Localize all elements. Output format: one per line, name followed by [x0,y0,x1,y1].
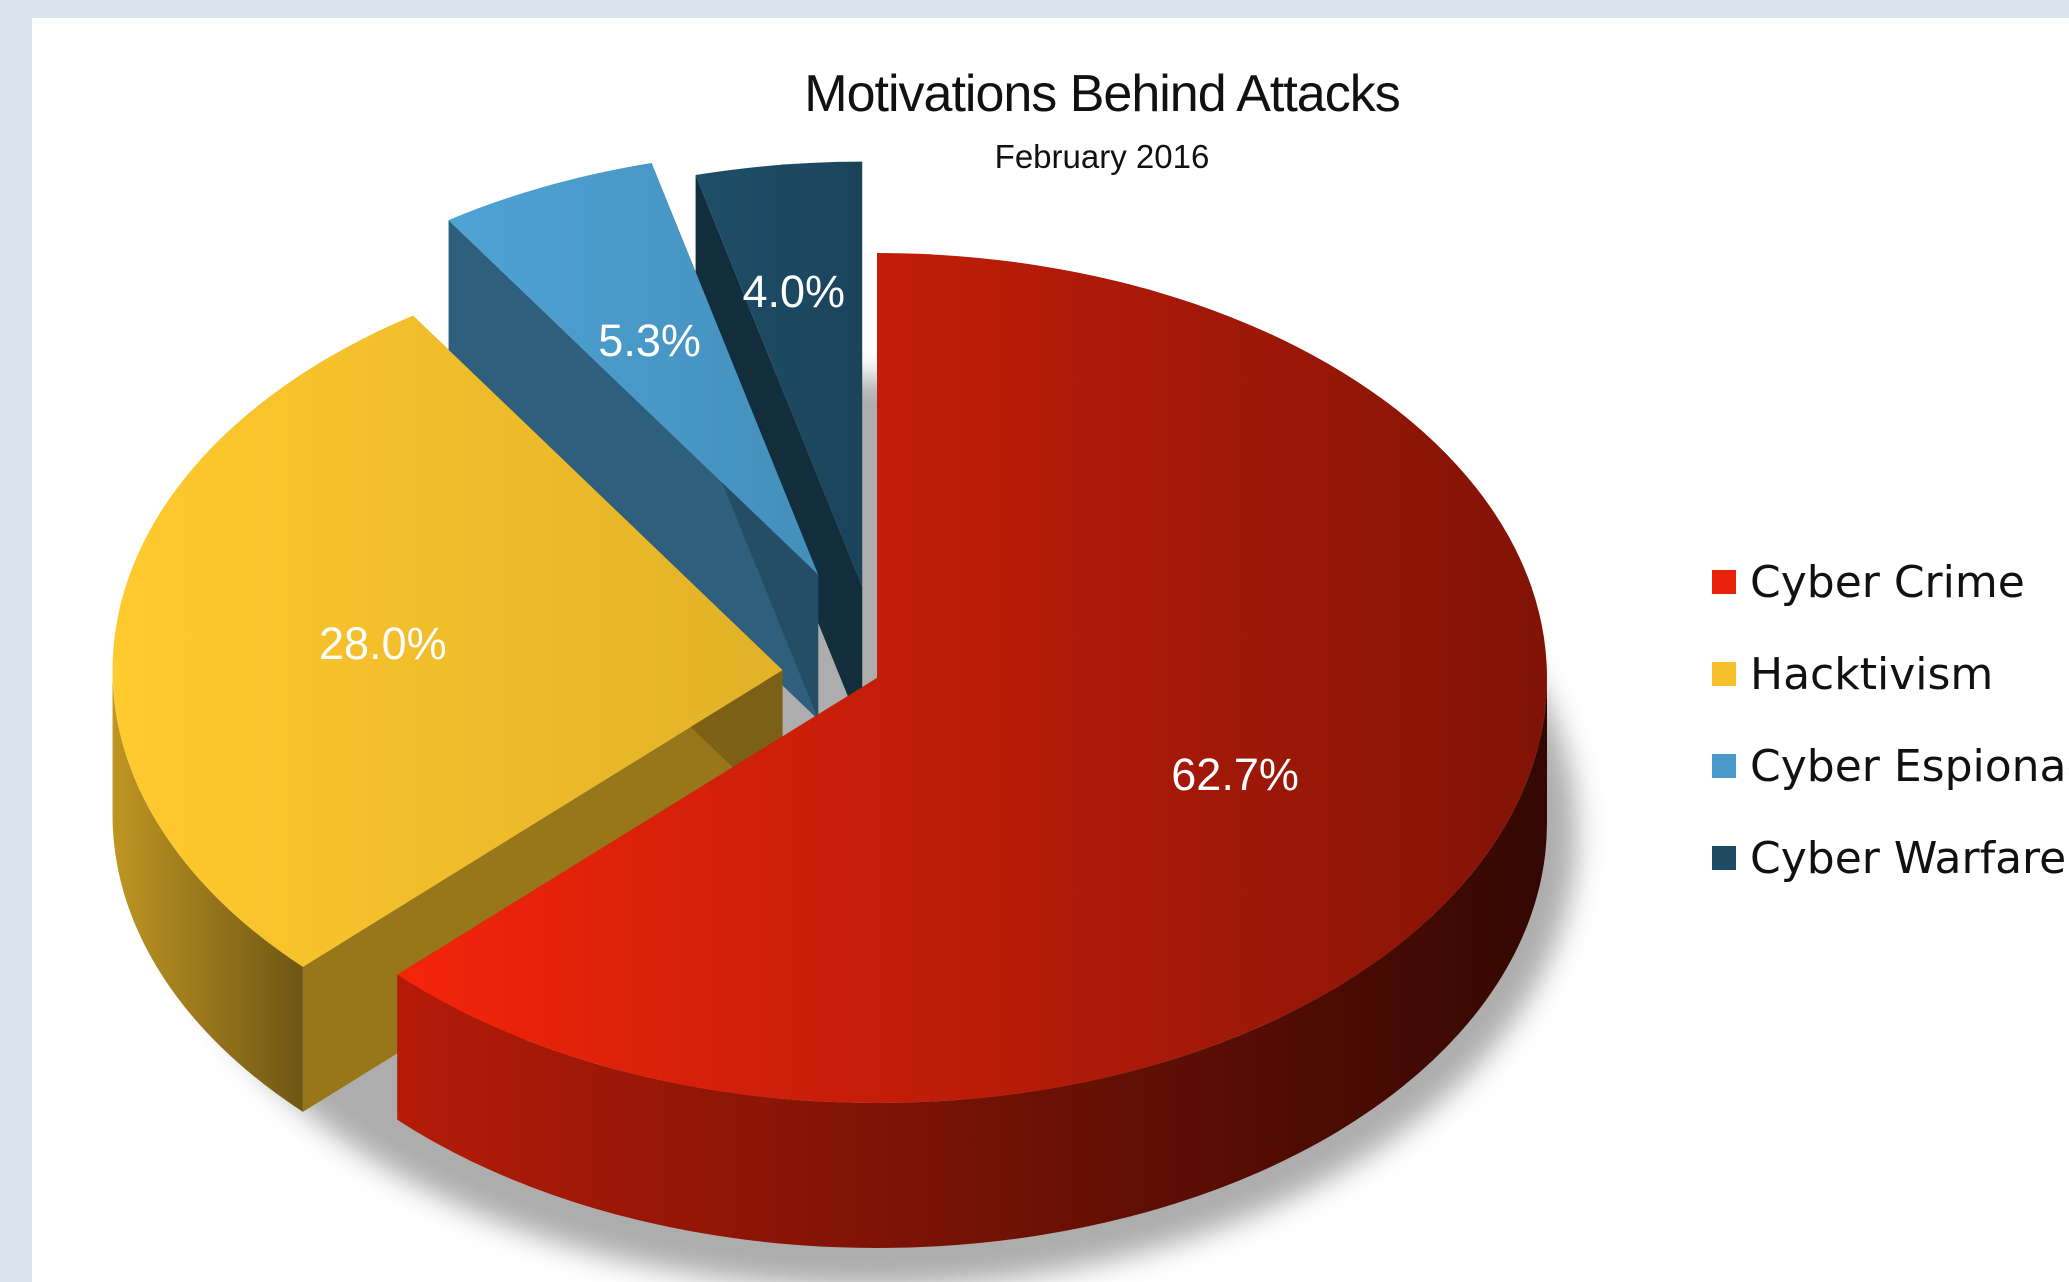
legend-label: Cyber Crime [1750,556,2025,608]
legend-item-cyber-espionage: Cyber Espionage [1712,720,2069,812]
pie-slice-cyber-espionage [448,162,819,575]
slice-wall-3-0 [695,175,863,732]
legend-label: Cyber Warfare [1750,832,2067,884]
chart-title: Motivations Behind Attacks [804,65,1400,123]
slice-label-cyber-crime: 62.7% [1171,749,1299,800]
slice-label-cyber-warfare: 4.0% [742,266,845,317]
legend-label: Cyber Espionage [1750,740,2069,792]
slice-label-hacktivism: 28.0% [319,618,447,669]
chart-subtitle: February 2016 [994,138,1210,175]
legend-swatch [1712,846,1736,870]
slice-side-0-0 [397,678,1548,1248]
legend: Cyber Crime Hacktivism Cyber Espionage Cybe… [1712,536,2069,904]
legend-swatch [1712,570,1736,594]
pie-slice-hacktivism [112,315,783,967]
slice-label-cyber-espionage: 5.3% [598,315,701,366]
pie-chart: 62.7% 28.0% 5.3% 4.0% [112,161,1577,1282]
pie-slice-cyber-crime [397,253,1548,1103]
slice-side-1-0 [112,670,303,1112]
chart-panel: Motivations Behind Attacks February 2016… [32,18,2069,1282]
legend-label: Hacktivism [1750,648,1994,700]
legend-item-cyber-warfare: Cyber Warfare [1712,812,2069,904]
legend-item-cyber-crime: Cyber Crime [1712,536,2069,628]
slice-wall-2-0 [448,220,819,720]
pie-slice-cyber-warfare [695,161,863,587]
legend-swatch [1712,754,1736,778]
legend-item-hacktivism: Hacktivism [1712,628,2069,720]
legend-swatch [1712,662,1736,686]
